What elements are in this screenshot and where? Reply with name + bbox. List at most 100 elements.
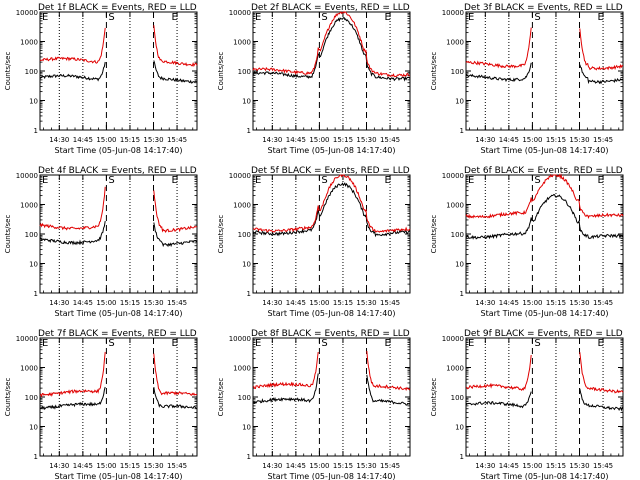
series-line-events	[39, 386, 106, 411]
y-tick-label: 1000	[233, 365, 251, 373]
x-tick-label: 15:15	[333, 299, 353, 307]
x-tick-label: 15:45	[167, 136, 187, 144]
panel-det-4: Det 4f BLACK = Events, RED = LLD Counts/s…	[4, 166, 198, 318]
marker-end: E	[385, 12, 391, 23]
x-tick-label: 14:30	[49, 136, 69, 144]
panel-det-9: Det 9f BLACK = Events, RED = LLD Counts/s…	[430, 329, 624, 480]
y-axis-label: Counts/sec	[430, 378, 438, 417]
panel-det-5: Det 5f BLACK = Events, RED = LLD Counts/s…	[217, 166, 411, 318]
x-tick-label: 15:30	[356, 462, 376, 470]
y-tick-label: 1000	[233, 202, 251, 210]
marker-start: E	[42, 12, 48, 23]
series-line-events	[252, 373, 319, 404]
marker-middle: S	[321, 338, 327, 349]
marker-middle: S	[534, 338, 540, 349]
panel-det-1: Det 1f BLACK = Events, RED = LLD Counts/s…	[4, 3, 198, 155]
panel-det-2: Det 2f BLACK = Events, RED = LLD Counts/s…	[217, 3, 411, 155]
y-axis-label: Counts/sec	[430, 215, 438, 254]
panel-det-7: Det 7f BLACK = Events, RED = LLD Counts/s…	[4, 329, 198, 480]
series-line-events	[153, 222, 198, 248]
y-tick-label: 1	[247, 290, 251, 298]
x-tick-label: 15:45	[380, 462, 400, 470]
axes-frame	[39, 174, 198, 294]
series-line-lld	[153, 190, 198, 234]
y-tick-label: 10	[242, 261, 251, 269]
marker-start: E	[468, 338, 474, 349]
y-axis-label: Counts/sec	[4, 215, 12, 254]
x-tick-label: 15:45	[167, 299, 187, 307]
panel-title: Det 4f BLACK = Events, RED = LLD	[38, 166, 197, 176]
y-tick-label: 1	[34, 127, 38, 135]
panel-title: Det 1f BLACK = Events, RED = LLD	[38, 3, 197, 13]
panel-title: Det 2f BLACK = Events, RED = LLD	[251, 3, 410, 13]
y-axis-label: Counts/sec	[430, 52, 438, 91]
x-axis-label: Start Time (05-Jun-08 14:17:40)	[481, 309, 609, 318]
x-tick-label: 14:45	[73, 136, 93, 144]
panel-title: Det 9f BLACK = Events, RED = LLD	[464, 329, 623, 339]
y-tick-label: 10	[242, 424, 251, 432]
x-axis-label: Start Time (05-Jun-08 14:17:40)	[268, 146, 396, 155]
y-tick-label: 1	[34, 290, 38, 298]
series-line-events	[252, 182, 411, 238]
marker-end: E	[598, 338, 604, 349]
x-tick-label: 14:45	[286, 299, 306, 307]
series-line-lld	[39, 27, 106, 64]
y-tick-label: 10000	[229, 172, 251, 180]
y-tick-label: 100	[238, 231, 251, 239]
series-line-events	[579, 388, 624, 412]
series-line-lld	[579, 352, 624, 394]
y-tick-label: 1000	[233, 39, 251, 47]
y-tick-label: 10000	[442, 9, 464, 17]
axes-frame	[252, 337, 411, 457]
panel-det-6: Det 6f BLACK = Events, RED = LLD Counts/s…	[430, 166, 624, 318]
panel-det-3: Det 3f BLACK = Events, RED = LLD Counts/s…	[430, 3, 624, 155]
x-tick-label: 14:45	[73, 299, 93, 307]
x-tick-label: 14:45	[286, 462, 306, 470]
series-line-lld	[579, 28, 624, 71]
x-tick-label: 15:30	[569, 299, 589, 307]
x-tick-label: 15:45	[380, 136, 400, 144]
series-line-lld	[366, 350, 411, 392]
y-tick-label: 1000	[20, 39, 38, 47]
marker-end: E	[385, 338, 391, 349]
marker-start: E	[255, 175, 261, 186]
axes-frame	[465, 337, 624, 457]
x-tick-label: 15:45	[167, 462, 187, 470]
y-tick-label: 1000	[446, 365, 464, 373]
x-tick-label: 14:45	[73, 462, 93, 470]
series-line-events	[252, 17, 411, 82]
x-tick-label: 15:30	[356, 136, 376, 144]
marker-start: E	[42, 338, 48, 349]
y-axis-label: Counts/sec	[217, 52, 225, 91]
series-line-events	[153, 60, 198, 84]
y-tick-label: 10	[29, 424, 38, 432]
series-line-lld	[252, 11, 411, 78]
y-tick-label: 100	[451, 231, 464, 239]
x-tick-label: 15:30	[356, 299, 376, 307]
x-tick-label: 14:30	[475, 299, 495, 307]
y-tick-label: 1000	[20, 202, 38, 210]
y-tick-label: 1000	[20, 365, 38, 373]
marker-end: E	[385, 175, 391, 186]
series-line-lld	[252, 351, 319, 390]
marker-start: E	[255, 12, 261, 23]
panel-title: Det 7f BLACK = Events, RED = LLD	[38, 329, 197, 339]
y-tick-label: 1	[247, 453, 251, 461]
x-tick-label: 15:00	[96, 462, 116, 470]
y-tick-label: 100	[238, 68, 251, 76]
panel-det-8: Det 8f BLACK = Events, RED = LLD Counts/s…	[217, 329, 411, 480]
series-line-lld	[252, 174, 411, 233]
y-axis-label: Counts/sec	[217, 378, 225, 417]
marker-end: E	[172, 175, 178, 186]
x-tick-label: 14:45	[499, 136, 519, 144]
marker-end: E	[598, 12, 604, 23]
marker-middle: S	[534, 12, 540, 23]
y-tick-label: 1	[460, 290, 464, 298]
series-line-events	[366, 374, 411, 406]
series-line-events	[465, 193, 624, 240]
x-tick-label: 15:00	[96, 136, 116, 144]
marker-start: E	[42, 175, 48, 186]
x-tick-label: 15:30	[569, 136, 589, 144]
x-tick-label: 15:30	[143, 299, 163, 307]
x-tick-label: 15:30	[143, 462, 163, 470]
